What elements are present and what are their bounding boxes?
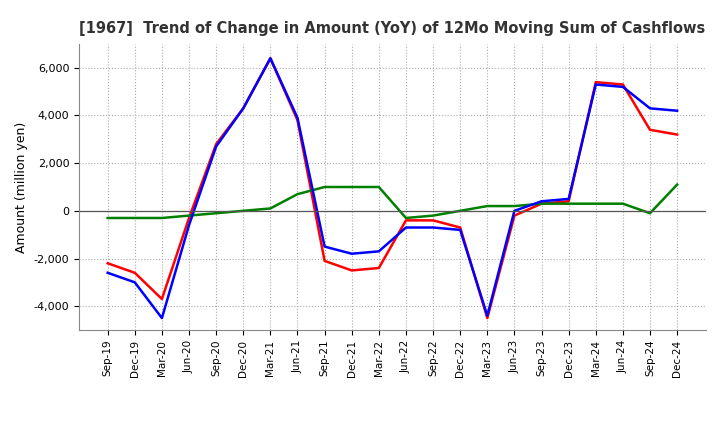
Investing Cashflow (483, 203, 492, 209)
Investing Cashflow (239, 208, 248, 213)
Operating Cashflow (104, 260, 112, 266)
Investing Cashflow (212, 211, 220, 216)
Operating Cashflow (239, 106, 248, 111)
Free Cashflow (537, 199, 546, 204)
Operating Cashflow (646, 127, 654, 132)
Investing Cashflow (456, 208, 464, 213)
Investing Cashflow (185, 213, 194, 218)
Investing Cashflow (320, 184, 329, 190)
Free Cashflow (646, 106, 654, 111)
Free Cashflow (320, 244, 329, 249)
Operating Cashflow (266, 55, 275, 61)
Free Cashflow (293, 115, 302, 121)
Operating Cashflow (374, 265, 383, 271)
Free Cashflow (212, 144, 220, 149)
Operating Cashflow (212, 141, 220, 147)
Investing Cashflow (130, 215, 139, 220)
Investing Cashflow (564, 201, 573, 206)
Investing Cashflow (428, 213, 437, 218)
Investing Cashflow (374, 184, 383, 190)
Investing Cashflow (293, 191, 302, 197)
Free Cashflow (158, 315, 166, 321)
Investing Cashflow (104, 215, 112, 220)
Operating Cashflow (510, 213, 518, 218)
Free Cashflow (483, 313, 492, 319)
Free Cashflow (374, 249, 383, 254)
Operating Cashflow (483, 315, 492, 321)
Line: Operating Cashflow: Operating Cashflow (108, 58, 677, 318)
Free Cashflow (510, 208, 518, 213)
Line: Free Cashflow: Free Cashflow (108, 58, 677, 318)
Free Cashflow (348, 251, 356, 257)
Line: Investing Cashflow: Investing Cashflow (108, 185, 677, 218)
Operating Cashflow (320, 258, 329, 264)
Investing Cashflow (618, 201, 627, 206)
Operating Cashflow (537, 201, 546, 206)
Investing Cashflow (591, 201, 600, 206)
Free Cashflow (266, 55, 275, 61)
Free Cashflow (456, 227, 464, 232)
Operating Cashflow (564, 199, 573, 204)
Investing Cashflow (510, 203, 518, 209)
Operating Cashflow (293, 117, 302, 123)
Investing Cashflow (402, 215, 410, 220)
Free Cashflow (428, 225, 437, 230)
Free Cashflow (185, 223, 194, 228)
Free Cashflow (130, 280, 139, 285)
Free Cashflow (104, 270, 112, 275)
Investing Cashflow (537, 201, 546, 206)
Operating Cashflow (130, 270, 139, 275)
Investing Cashflow (158, 215, 166, 220)
Operating Cashflow (618, 82, 627, 87)
Investing Cashflow (672, 182, 681, 187)
Operating Cashflow (428, 218, 437, 223)
Investing Cashflow (348, 184, 356, 190)
Operating Cashflow (158, 297, 166, 302)
Title: [1967]  Trend of Change in Amount (YoY) of 12Mo Moving Sum of Cashflows: [1967] Trend of Change in Amount (YoY) o… (79, 21, 706, 36)
Investing Cashflow (266, 206, 275, 211)
Free Cashflow (591, 82, 600, 87)
Operating Cashflow (456, 225, 464, 230)
Free Cashflow (239, 106, 248, 111)
Free Cashflow (564, 196, 573, 202)
Operating Cashflow (348, 268, 356, 273)
Free Cashflow (672, 108, 681, 114)
Operating Cashflow (672, 132, 681, 137)
Free Cashflow (402, 225, 410, 230)
Investing Cashflow (646, 211, 654, 216)
Operating Cashflow (591, 80, 600, 85)
Free Cashflow (618, 84, 627, 90)
Operating Cashflow (402, 218, 410, 223)
Operating Cashflow (185, 215, 194, 220)
Y-axis label: Amount (million yen): Amount (million yen) (15, 121, 28, 253)
